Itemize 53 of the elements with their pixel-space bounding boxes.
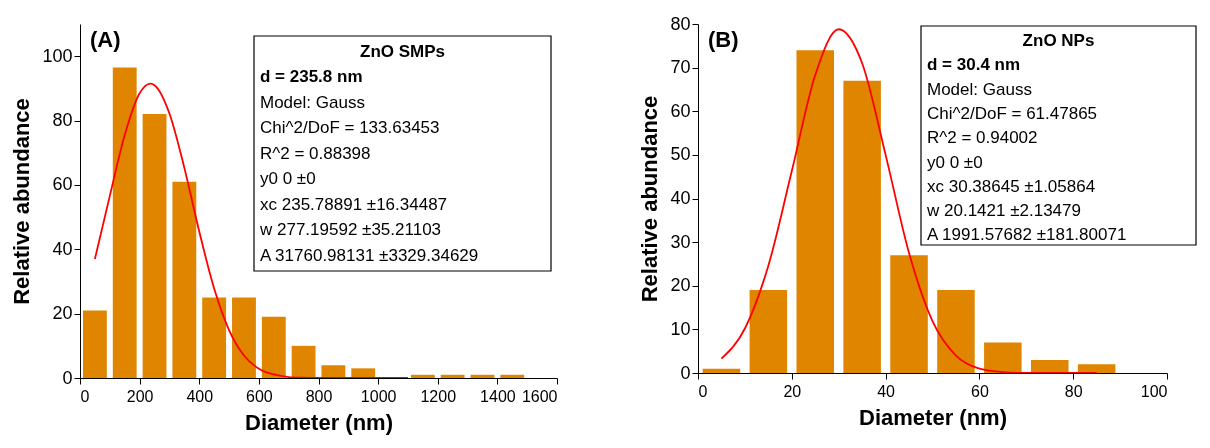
x-tick-label: 0 [698, 382, 708, 400]
y-tick-label: 20 [52, 303, 73, 324]
x-tick-label: 800 [305, 387, 333, 405]
y-tick-label: 40 [52, 238, 73, 259]
annotation: d = 30.4 nm [927, 55, 1021, 75]
x-tick-label: 1000 [360, 387, 397, 405]
y-tick-label: 60 [670, 100, 691, 121]
x-tick-label: 60 [971, 382, 989, 400]
x-tick-label: 80 [1064, 382, 1083, 400]
y-tick-label: 70 [670, 57, 691, 78]
y-tick-label: 80 [670, 13, 691, 34]
annotation: Chi^2/DoF = 61.47865 [927, 103, 1098, 123]
annotation: A 31760.98131 ±3329.34629 [260, 245, 479, 265]
x-tick-label: 0 [80, 387, 90, 405]
annotation: Model: Gauss [927, 79, 1032, 99]
x-tick-label: 1400 [480, 387, 516, 405]
chart-title: (A) [90, 27, 121, 52]
annotation: Model: Gauss [260, 92, 365, 112]
y-tick-label: 80 [52, 110, 73, 131]
x-tick-label: 200 [126, 387, 154, 405]
y-tick-label: 50 [670, 144, 691, 165]
x-tick-label: 40 [877, 382, 896, 400]
x-axis-title: Diameter (nm) [245, 409, 393, 435]
annotation: A 1991.57682 ±181.80071 [927, 225, 1127, 245]
x-tick-label: 1200 [420, 387, 457, 405]
annotation: w 277.19592 ±35.21103 [259, 220, 442, 240]
y-tick-label: 10 [670, 318, 691, 339]
y-tick-label: 40 [670, 188, 691, 208]
chart-title: (B) [708, 27, 739, 52]
y-tick-label: 30 [670, 231, 691, 252]
x-tick-label: 400 [186, 387, 214, 405]
x-tick-label: 20 [783, 382, 802, 400]
y-axis-title: Relative abundance [9, 98, 35, 305]
annotation: xc 30.38645 ±1.05864 [927, 176, 1096, 196]
annotation: ZnO SMPs [359, 41, 446, 61]
y-tick-label: 60 [52, 174, 73, 195]
annotation: y0 0 ±0 [927, 152, 983, 172]
annotation: xc 235.78891 ±16.34487 [260, 194, 448, 214]
y-tick-label: 100 [42, 45, 73, 66]
y-tick-label: 0 [680, 362, 691, 383]
x-axis-title: Diameter (nm) [859, 404, 1007, 430]
annotation: w 20.1421 ±2.13479 [926, 201, 1081, 221]
y-axis-title: Relative abundance [637, 95, 663, 303]
annotation: R^2 = 0.88398 [260, 143, 371, 163]
x-tick-label: 100 [1140, 382, 1168, 400]
annotation: y0 0 ±0 [260, 169, 316, 189]
annotation: Chi^2/DoF = 133.63453 [260, 118, 440, 138]
y-tick-label: 20 [670, 275, 691, 296]
x-tick-label: 1600 [521, 387, 558, 405]
x-tick-label: 600 [246, 387, 273, 405]
annotation: d = 235.8 nm [260, 67, 363, 87]
annotation: ZnO NPs [1022, 31, 1095, 51]
annotation: R^2 = 0.94002 [927, 128, 1038, 148]
